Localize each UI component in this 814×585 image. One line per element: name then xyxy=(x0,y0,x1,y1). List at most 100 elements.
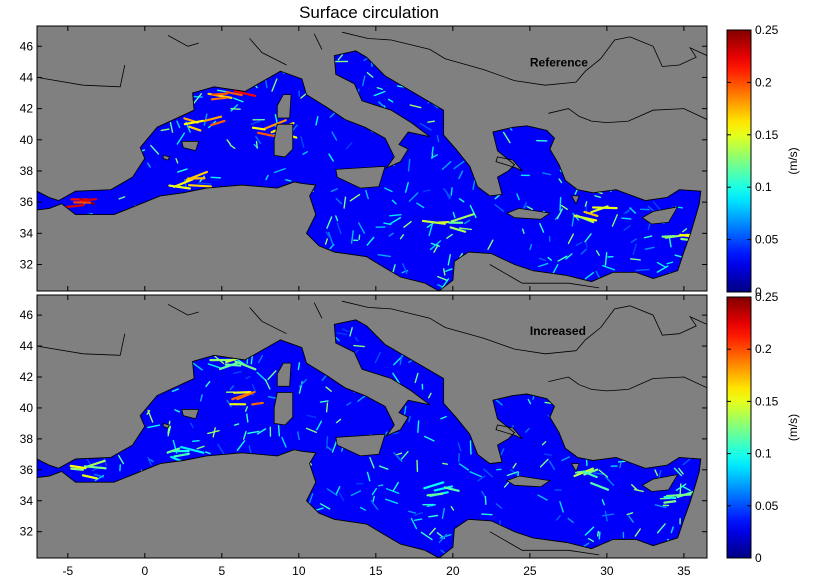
current-streak xyxy=(457,453,460,462)
current-streak xyxy=(378,465,389,470)
current-streak xyxy=(343,196,347,209)
current-streak xyxy=(384,498,399,504)
current-streak xyxy=(630,238,638,243)
land-boundary-line xyxy=(37,64,126,88)
current-streak xyxy=(630,258,641,261)
y-tick-label: 36 xyxy=(20,463,34,477)
current-streak xyxy=(147,456,152,466)
current-streak xyxy=(399,234,405,240)
y-tick-label: 38 xyxy=(20,432,34,446)
current-streak xyxy=(205,380,211,388)
current-streak xyxy=(604,510,608,522)
current-streak xyxy=(372,495,375,502)
current-streak xyxy=(436,134,440,143)
current-streak xyxy=(673,467,683,477)
current-streak xyxy=(327,446,332,451)
current-streak xyxy=(346,401,352,406)
current-streak xyxy=(192,93,203,105)
current-streak xyxy=(148,458,154,463)
strong-current-mark xyxy=(218,362,238,371)
strong-current-mark xyxy=(187,184,213,188)
current-streak xyxy=(409,104,422,109)
y-tick-label: 44 xyxy=(20,70,34,84)
colorbar-tick-label: 0.25 xyxy=(755,290,779,304)
current-streak xyxy=(366,471,371,482)
current-streak xyxy=(204,451,211,455)
strong-current-mark xyxy=(665,493,692,498)
y-tick-label: 42 xyxy=(20,102,34,116)
current-streak xyxy=(623,225,631,231)
current-streak xyxy=(273,167,286,174)
axes-frame xyxy=(36,25,708,292)
land-boundary-line xyxy=(575,305,707,351)
strong-current-mark xyxy=(449,226,467,233)
current-streak xyxy=(264,379,271,390)
current-streak xyxy=(298,378,307,388)
current-streak xyxy=(285,179,292,182)
strong-current-mark xyxy=(180,445,205,454)
strong-current-mark xyxy=(433,485,454,492)
current-streak xyxy=(369,456,375,469)
x-tick-label: 35 xyxy=(677,564,691,578)
current-streak xyxy=(428,527,436,536)
current-streak xyxy=(682,228,688,233)
current-streak xyxy=(634,528,641,537)
strong-current-mark xyxy=(450,213,475,223)
x-tick-label: 10 xyxy=(292,564,306,578)
strong-current-mark xyxy=(663,500,677,504)
current-streak xyxy=(335,197,343,205)
current-streak xyxy=(297,362,301,371)
current-streak xyxy=(160,128,170,132)
panels-group: 3234363840424446Reference00.050.10.150.2… xyxy=(20,23,800,578)
current-streak xyxy=(316,420,323,431)
island xyxy=(181,409,200,420)
current-streak xyxy=(354,336,359,342)
current-streak xyxy=(527,398,532,405)
current-streak xyxy=(644,246,655,250)
current-streak xyxy=(440,549,446,554)
current-streak xyxy=(207,430,220,435)
current-streak xyxy=(431,146,434,155)
current-streak xyxy=(556,208,563,220)
y-tick-label: 38 xyxy=(20,164,34,178)
current-streak xyxy=(446,233,453,239)
land-boundary-line xyxy=(575,36,707,83)
colorbar-tick-label: 0.05 xyxy=(755,233,779,247)
current-streak xyxy=(584,526,595,536)
current-streak xyxy=(420,531,433,541)
y-tick-label: 36 xyxy=(20,195,34,209)
current-streak xyxy=(392,481,400,492)
island xyxy=(276,362,292,387)
strong-current-mark xyxy=(210,96,228,101)
current-streak xyxy=(584,233,592,243)
current-streak xyxy=(408,192,419,202)
current-streak xyxy=(169,121,174,133)
land-boundary-line xyxy=(341,31,577,86)
strong-current-mark xyxy=(251,401,264,406)
colorbar-tick-label: 0.1 xyxy=(755,180,772,194)
island xyxy=(570,195,580,205)
current-streak xyxy=(371,487,378,496)
current-streak xyxy=(502,131,511,144)
current-streak xyxy=(325,386,332,392)
current-streak xyxy=(626,512,634,516)
current-streak xyxy=(525,427,530,433)
current-streak xyxy=(522,205,528,209)
panel-label: Increased xyxy=(530,324,586,338)
current-streak xyxy=(281,436,287,448)
current-streak xyxy=(212,427,216,438)
island xyxy=(335,165,386,189)
current-streak xyxy=(605,476,615,486)
current-streak xyxy=(383,222,392,226)
current-streak xyxy=(207,363,221,369)
current-streak xyxy=(177,168,188,173)
current-streak xyxy=(457,442,462,452)
current-streak xyxy=(440,278,450,290)
current-streak xyxy=(433,244,439,253)
coastline xyxy=(37,50,702,291)
current-streak xyxy=(584,271,595,280)
current-streak xyxy=(575,241,583,247)
current-streak xyxy=(547,256,552,261)
current-streak xyxy=(358,222,366,234)
current-streak xyxy=(654,469,659,477)
